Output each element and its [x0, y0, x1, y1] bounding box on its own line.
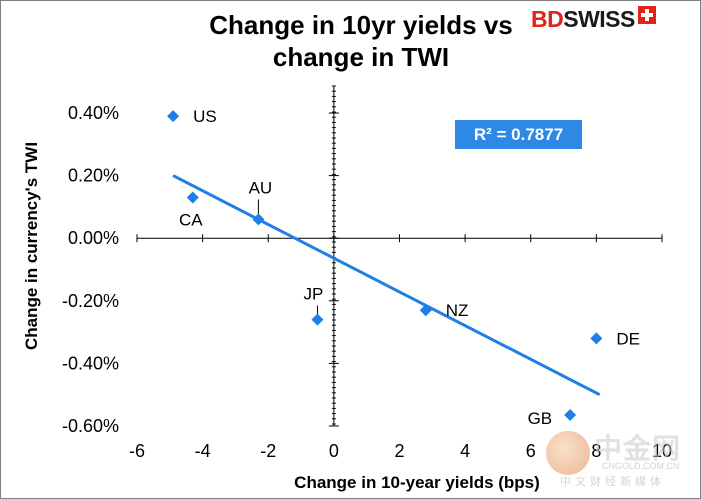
point-label-us: US: [193, 107, 217, 126]
y-tick-label: -0.20%: [62, 291, 119, 311]
point-label-au: AU: [249, 178, 273, 197]
point-marker-au: [252, 213, 265, 226]
title-line-1: Change in 10yr yields vs: [209, 10, 513, 40]
point-label-de: DE: [616, 329, 640, 348]
y-tick-label: -0.60%: [62, 416, 119, 436]
x-tick-label: -4: [195, 441, 211, 461]
point-marker-jp: [311, 313, 324, 326]
logo-bd-text: BD: [531, 5, 564, 32]
point-marker-us: [167, 110, 180, 123]
watermark-subtitle: 中文财经新媒体: [560, 475, 665, 488]
x-tick-label: 2: [394, 441, 404, 461]
watermark-coin-icon: [546, 431, 590, 475]
point-marker-gb: [564, 409, 577, 422]
point-marker-de: [590, 332, 603, 345]
point-label-jp: JP: [304, 285, 324, 304]
r-squared-label: R² = 0.7877: [455, 120, 582, 149]
trendline: [172, 174, 601, 397]
title-line-2: change in TWI: [272, 42, 450, 72]
y-tick-label: -0.40%: [62, 353, 119, 373]
swiss-cross-icon: [637, 6, 656, 24]
x-tick-label: -2: [260, 441, 276, 461]
point-label-nz: NZ: [446, 301, 469, 320]
point-marker-nz: [419, 304, 432, 317]
watermark-name: 中金网: [594, 432, 682, 465]
x-tick-label: 10: [652, 441, 672, 461]
watermark-site: CNGOLD.COM.CN: [602, 461, 680, 471]
watermark: 中金网 CNGOLD.COM.CN 中文财经新媒体: [546, 427, 696, 489]
logo-swiss-text: SWISS: [563, 5, 635, 32]
x-axis-title: Change in 10-year yields (bps): [294, 473, 540, 492]
x-tick-label: -6: [129, 441, 145, 461]
x-tick-label: 8: [591, 441, 601, 461]
x-tick-label: 4: [460, 441, 470, 461]
x-tick-label: 6: [526, 441, 536, 461]
x-tick-label: 0: [329, 441, 339, 461]
point-label-ca: CA: [179, 211, 203, 230]
chart-title: Change in 10yr yields vs change in TWI: [141, 9, 581, 73]
y-tick-label: 0.00%: [68, 228, 119, 248]
bdswiss-logo: BD SWISS: [531, 5, 656, 32]
point-marker-ca: [186, 191, 199, 204]
y-tick-label: 0.40%: [68, 103, 119, 123]
y-tick-label: 0.20%: [68, 166, 119, 186]
y-axis-title: Change in currency's TWI: [22, 142, 41, 350]
point-label-gb: GB: [528, 409, 553, 428]
